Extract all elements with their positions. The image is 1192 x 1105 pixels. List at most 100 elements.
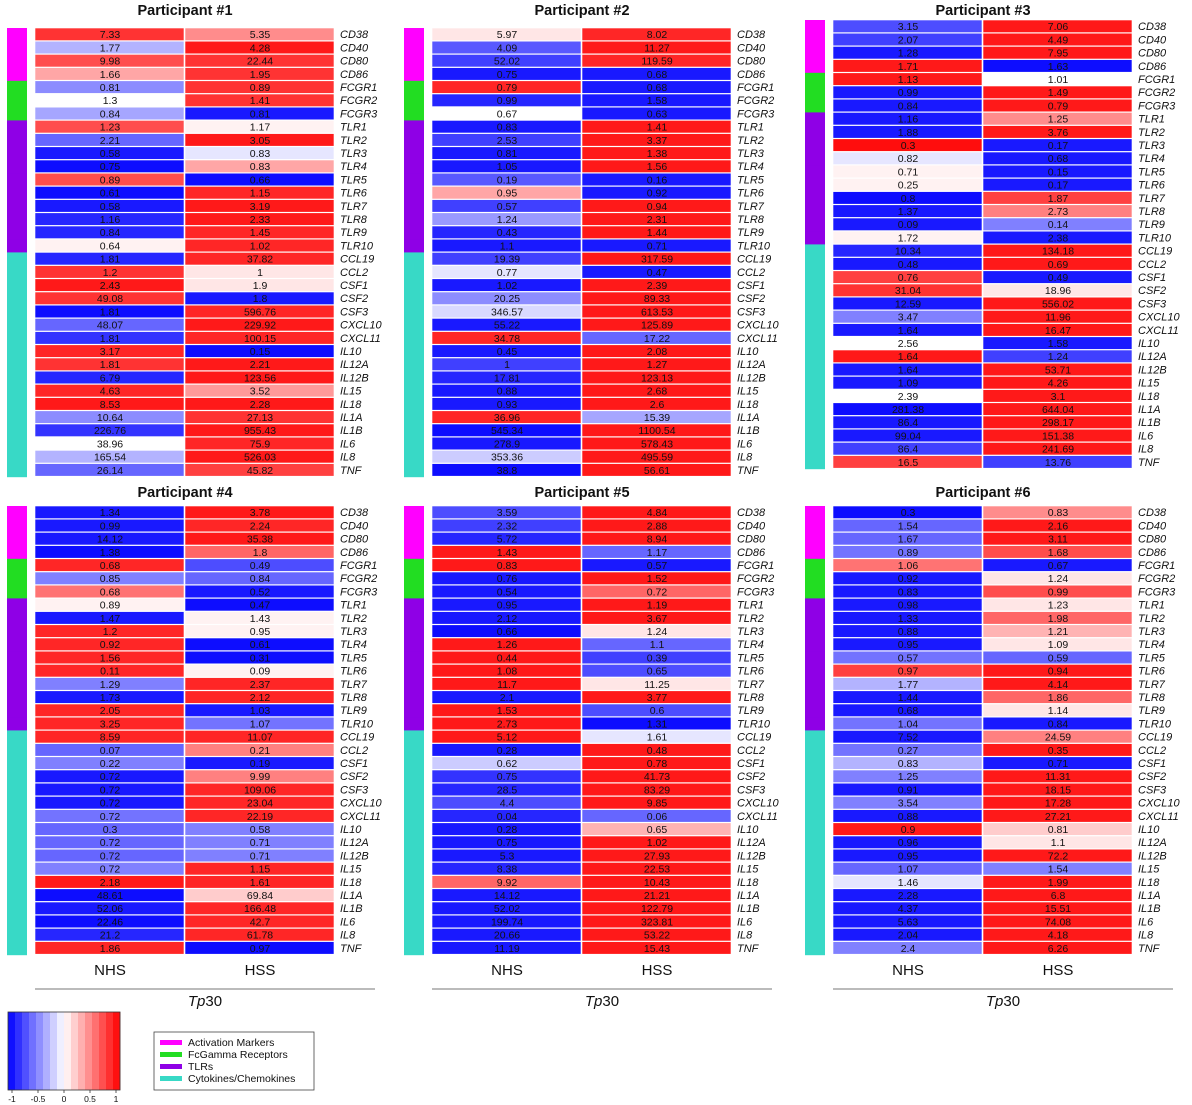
heatmap-cell <box>832 703 983 717</box>
gene-label: TLR1 <box>737 600 764 612</box>
category-bar-segment <box>805 455 825 470</box>
cell-value: 0.94 <box>1048 666 1069 678</box>
heatmap-cell <box>431 809 582 823</box>
heatmap-cell <box>34 598 185 612</box>
gene-label: FCGR1 <box>1138 560 1175 572</box>
category-bar-segment <box>404 437 424 451</box>
gene-label: CD38 <box>737 29 766 41</box>
color-scale-tick-label: 0.5 <box>84 1094 96 1104</box>
category-bar-segment <box>805 297 825 311</box>
heatmap-cell <box>982 809 1133 823</box>
category-bar-segment <box>7 915 27 929</box>
gene-label: CD38 <box>737 507 766 519</box>
cell-value: 3.15 <box>898 21 919 33</box>
gene-label: IL1B <box>737 425 760 437</box>
heatmap-cell <box>34 650 185 665</box>
cell-value: 1.88 <box>898 127 919 139</box>
heatmap-cell <box>34 67 185 81</box>
heatmap-cell <box>184 146 335 160</box>
category-bar-segment <box>7 888 27 903</box>
heatmap-cell <box>34 27 185 41</box>
cell-value: 3.1 <box>1051 391 1066 403</box>
category-bar-segment <box>805 585 825 599</box>
cell-value: 2.39 <box>898 391 919 403</box>
category-bar-segment <box>805 191 825 206</box>
heatmap-cell <box>34 40 185 55</box>
gene-label: CCL19 <box>1138 246 1172 258</box>
gene-label: IL12B <box>340 372 369 384</box>
gene-label: TNF <box>737 465 760 477</box>
category-bar-segment <box>805 350 825 364</box>
heatmap-cell <box>34 357 185 371</box>
gene-label: IL12A <box>340 359 369 371</box>
cell-value: 14.12 <box>97 534 123 546</box>
heatmap-cell <box>184 730 335 744</box>
cell-value: 26.14 <box>97 465 123 477</box>
cell-value: 11.27 <box>644 42 670 54</box>
cell-value: 166.48 <box>244 903 276 915</box>
cell-value: 8.38 <box>497 864 518 876</box>
gene-label: IL12A <box>340 837 369 849</box>
cell-value: 2.38 <box>1048 232 1069 244</box>
gene-label: TLR5 <box>737 174 765 186</box>
heatmap-cell <box>982 204 1133 218</box>
cell-value: 0.17 <box>1048 140 1069 152</box>
heatmap-cell <box>431 624 582 638</box>
cell-value: 1.24 <box>1048 573 1069 585</box>
gene-label: CXCL11 <box>737 811 778 823</box>
cell-value: 1.19 <box>647 600 668 612</box>
category-bar-segment <box>805 756 825 771</box>
gene-label: CD86 <box>737 547 766 559</box>
cell-value: 45.82 <box>247 465 273 477</box>
heatmap-cell <box>184 159 335 173</box>
heatmap-cell <box>184 822 335 836</box>
cell-value: 9.85 <box>647 798 668 810</box>
heatmap-cell <box>832 376 983 390</box>
category-bar-segment <box>404 186 424 200</box>
gene-label: CD38 <box>1138 21 1167 33</box>
heatmap-cell <box>431 106 582 121</box>
cell-value: 1.64 <box>898 351 919 363</box>
category-bar-segment <box>404 796 424 810</box>
category-bar-segment <box>404 756 424 771</box>
cell-value: 3.67 <box>647 613 668 625</box>
cell-value: 1.77 <box>898 679 919 691</box>
category-bar-segment <box>404 54 424 68</box>
category-bar-segment <box>805 389 825 404</box>
heatmap-cell <box>431 120 582 134</box>
cell-value: 2.39 <box>647 280 668 292</box>
cell-value: 278.9 <box>494 438 520 450</box>
gene-label: TLR2 <box>1138 613 1165 625</box>
cell-value: 119.59 <box>641 56 672 68</box>
gene-label: CCL19 <box>737 732 771 744</box>
cell-value: 0.83 <box>1048 507 1069 519</box>
cell-value: 1.17 <box>250 122 271 134</box>
heatmap-cell <box>34 186 185 200</box>
gene-label: CSF1 <box>340 758 368 770</box>
heatmap-cell <box>982 901 1133 915</box>
cell-value: 3.52 <box>250 386 271 398</box>
category-legend-swatch <box>160 1052 182 1057</box>
heatmap-cell <box>581 410 732 424</box>
cell-value: 1.23 <box>1048 600 1069 612</box>
heatmap-cell <box>982 336 1133 350</box>
cell-value: 21.2 <box>100 930 121 942</box>
cell-value: 38.96 <box>97 438 123 450</box>
heatmap-cell <box>982 112 1133 126</box>
cell-value: 0.14 <box>1048 219 1069 231</box>
cell-value: 6.8 <box>1051 890 1066 902</box>
cell-value: 4.84 <box>647 507 668 519</box>
gene-label: IL1A <box>1138 890 1161 902</box>
cell-value: 23.04 <box>247 798 273 810</box>
heatmap-cell <box>34 822 185 836</box>
heatmap-cell <box>431 571 582 585</box>
category-bar-segment <box>805 809 825 824</box>
heatmap-cell <box>581 928 732 942</box>
cell-value: 7.06 <box>1048 21 1069 33</box>
category-bar-segment <box>805 402 825 417</box>
cell-value: 0.81 <box>497 148 518 160</box>
gene-label: CSF3 <box>340 784 369 796</box>
heatmap-cell <box>184 796 335 810</box>
heatmap-cell <box>431 199 582 213</box>
